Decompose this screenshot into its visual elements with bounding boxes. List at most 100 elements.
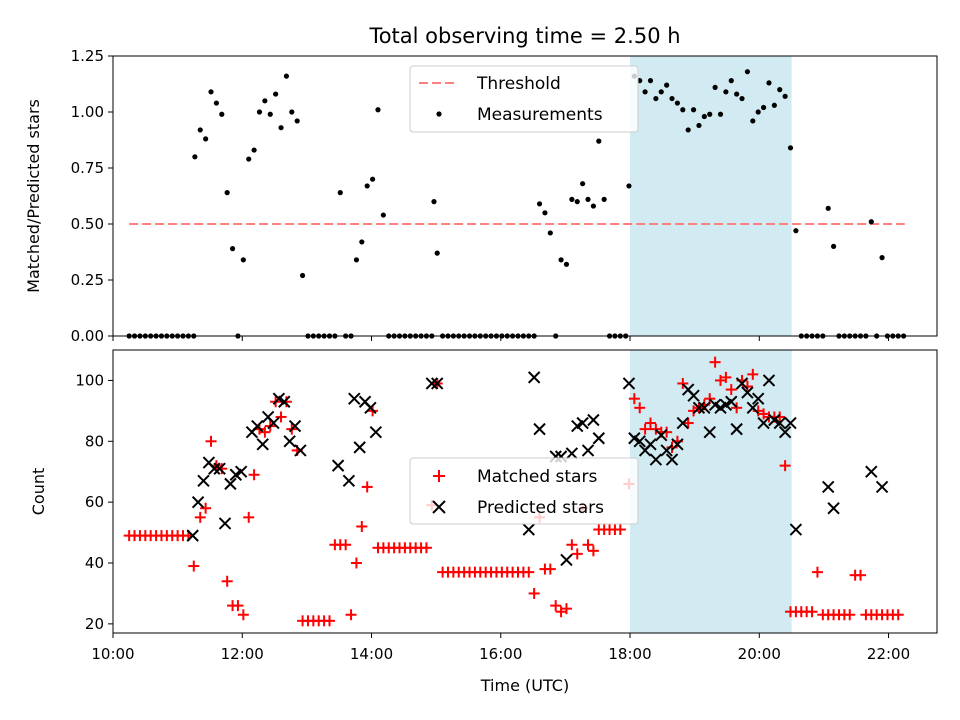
measurement-point bbox=[380, 212, 386, 218]
predicted-star-point-b bbox=[581, 444, 595, 457]
matched-star-point bbox=[779, 460, 791, 472]
predicted-star-point-b bbox=[234, 465, 248, 478]
predicted-star-point-b bbox=[789, 523, 803, 536]
predicted-star-point bbox=[288, 419, 302, 433]
predicted-star-point bbox=[784, 416, 797, 430]
top-y-tick-label: 1.25 bbox=[71, 47, 104, 65]
predicted-star-point-b bbox=[251, 419, 264, 433]
legend-measurements-label: Measurements bbox=[477, 105, 603, 125]
measurement-point bbox=[771, 102, 777, 108]
predicted-star-point-b bbox=[197, 474, 210, 488]
matched-star-point bbox=[644, 417, 656, 429]
predicted-star-point-b bbox=[768, 413, 781, 427]
bottom-highlight-span bbox=[630, 350, 792, 633]
measurement-point bbox=[755, 109, 761, 115]
x-tick-label: 22:00 bbox=[867, 645, 910, 663]
measurement-point bbox=[273, 91, 279, 97]
matched-star-point bbox=[587, 545, 599, 557]
predicted-star-point bbox=[633, 435, 646, 448]
measurement-point bbox=[669, 95, 675, 102]
measurement-point bbox=[701, 113, 707, 120]
predicted-star-point bbox=[762, 374, 776, 387]
matched-star-point bbox=[628, 393, 640, 405]
predicted-star-point-b bbox=[708, 398, 722, 411]
measurement-point bbox=[267, 111, 273, 117]
measurement-point bbox=[246, 156, 252, 162]
predicted-star-point bbox=[671, 438, 684, 451]
matched-star-point bbox=[725, 384, 737, 396]
predicted-star-point-b bbox=[191, 495, 205, 509]
predicted-star-point-b bbox=[741, 386, 754, 399]
measurement-point bbox=[664, 82, 670, 88]
bottom-y-ticks: 20 40 60 80 100 bbox=[75, 371, 113, 633]
predicted-star-point bbox=[218, 517, 232, 530]
measurement-point bbox=[289, 109, 295, 115]
measurement-point bbox=[219, 111, 225, 117]
predicted-star-point bbox=[698, 401, 711, 415]
predicted-star-point bbox=[565, 447, 579, 460]
predicted-star-point bbox=[692, 401, 706, 415]
measurement-point bbox=[299, 272, 306, 279]
predicted-star-point-b bbox=[213, 462, 226, 475]
predicted-star-point-b bbox=[681, 383, 695, 396]
predicted-star-point-b bbox=[649, 453, 663, 466]
predicted-star-point-b bbox=[698, 401, 711, 415]
predicted-star-point bbox=[294, 444, 307, 457]
predicted-star-point-b bbox=[703, 425, 716, 439]
predicted-star-point-b bbox=[560, 553, 573, 567]
predicted-star-point-b bbox=[622, 377, 636, 390]
predicted-star-point bbox=[778, 425, 792, 439]
predicted-star-point bbox=[735, 377, 749, 390]
predicted-star-point-b bbox=[644, 438, 657, 451]
measurement-point bbox=[585, 196, 591, 202]
predicted-star-point-b bbox=[202, 456, 216, 469]
predicted-star-point bbox=[687, 389, 700, 402]
predicted-star-point bbox=[191, 495, 205, 509]
legend-frame bbox=[409, 65, 639, 133]
top-legend: Threshold Measurements bbox=[409, 65, 639, 133]
legend-measurements-swatch bbox=[436, 111, 442, 117]
measurement-point bbox=[278, 125, 284, 131]
measurement-point bbox=[558, 257, 564, 263]
predicted-star-point-b bbox=[762, 374, 776, 387]
predicted-star-point-b bbox=[294, 444, 307, 457]
measurement-point bbox=[353, 257, 360, 263]
predicted-star-point-b bbox=[364, 401, 377, 415]
predicted-star-point bbox=[431, 377, 444, 390]
matched-star-point bbox=[855, 569, 867, 581]
measurement-point bbox=[685, 127, 691, 133]
matched-star-point bbox=[811, 566, 823, 578]
measurement-point bbox=[590, 203, 596, 209]
top-y-axis-label: Matched/Predicted stars bbox=[24, 99, 43, 293]
predicted-star-point-b bbox=[565, 447, 579, 460]
top-y-ticks: 0.00 0.25 0.50 0.75 1.00 1.25 bbox=[71, 47, 113, 345]
measurement-point bbox=[224, 190, 230, 196]
measurement-point bbox=[569, 196, 575, 202]
top-panel: 0.00 0.25 0.50 0.75 1.00 1.25 Matched/Predict… bbox=[24, 47, 938, 345]
predicted-star-point-b bbox=[533, 422, 546, 436]
predicted-star-point-b bbox=[272, 392, 286, 405]
measurement-point bbox=[717, 111, 724, 117]
predicted-star-point bbox=[224, 477, 237, 491]
measurement-point bbox=[739, 95, 745, 102]
predicted-star-point bbox=[331, 459, 345, 472]
predicted-star-point-b bbox=[655, 428, 668, 442]
predicted-star-point bbox=[348, 392, 361, 405]
bottom-legend: Matched stars Predicted stars bbox=[409, 457, 639, 525]
measurement-point bbox=[787, 145, 794, 151]
matched-star-point bbox=[340, 539, 352, 551]
predicted-star-point bbox=[186, 529, 199, 542]
measurement-point bbox=[760, 104, 767, 111]
matched-star-point bbox=[216, 463, 228, 475]
x-tick-label: 10:00 bbox=[91, 645, 134, 663]
predicted-star-point-b bbox=[522, 523, 535, 536]
legend-predicted-swatch bbox=[432, 500, 446, 514]
matched-star-point bbox=[677, 377, 689, 389]
matched-star-point bbox=[806, 606, 818, 618]
predicted-star-point-b bbox=[342, 474, 356, 488]
predicted-star-point-b bbox=[660, 444, 673, 457]
predicted-star-point-b bbox=[353, 441, 366, 454]
bottom-axes-frame bbox=[112, 349, 938, 634]
measurement-point bbox=[256, 109, 263, 115]
